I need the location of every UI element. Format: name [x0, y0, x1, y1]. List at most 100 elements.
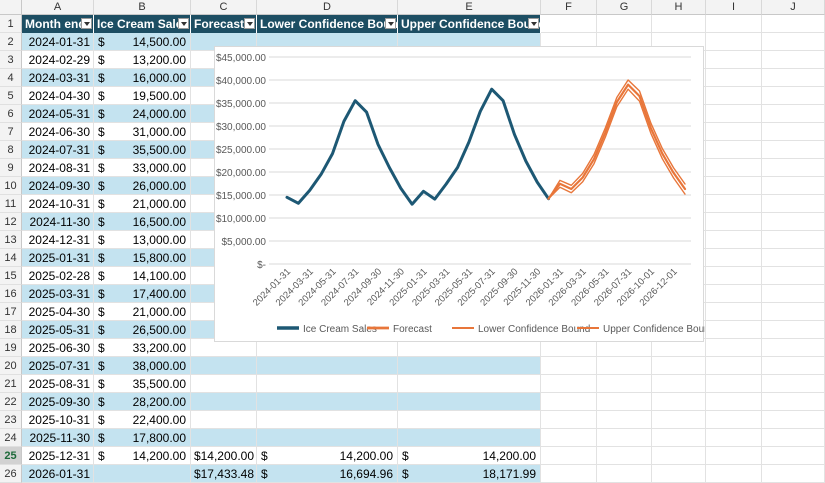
filter-dropdown-button[interactable] [244, 18, 255, 29]
cell-month-end[interactable]: 2025-10-31 [28, 413, 90, 427]
row-header-17[interactable]: 17 [0, 303, 22, 321]
cell-month-end[interactable]: 2024-10-31 [28, 197, 90, 211]
cell-month-end[interactable]: 2025-11-30 [29, 431, 91, 445]
column-header-F[interactable]: F [541, 0, 597, 15]
column-header-H[interactable]: H [652, 0, 706, 15]
cell-month-end[interactable]: 2025-05-31 [28, 323, 90, 337]
cell-month-end[interactable]: 2024-05-31 [28, 107, 90, 121]
cell-ice-cream-sales[interactable]: 26,000.00 [132, 179, 186, 193]
cell-ice-cream-sales[interactable]: 33,000.00 [132, 161, 186, 175]
column-header-B[interactable]: B [94, 0, 191, 15]
cell-month-end[interactable]: 2024-11-30 [29, 215, 91, 229]
cell-month-end[interactable]: 2025-06-30 [28, 341, 90, 355]
filter-dropdown-button[interactable] [528, 18, 539, 29]
row-header-23[interactable]: 23 [0, 411, 22, 429]
cell-upper-bound[interactable]: 14,200.00 [482, 449, 536, 463]
column-header-A[interactable]: A [22, 0, 94, 15]
cell-ice-cream-sales[interactable]: 14,200.00 [132, 449, 186, 463]
filter-dropdown-button[interactable] [81, 18, 92, 29]
row-header-13[interactable]: 13 [0, 231, 22, 249]
row-header-25[interactable]: 25 [0, 447, 22, 465]
cell-forecast[interactable]: $14,200.00 [193, 449, 254, 463]
cell-lower-bound[interactable]: 16,694.96 [339, 467, 393, 481]
header-forecast[interactable]: Forecast [191, 15, 257, 33]
row-header-18[interactable]: 18 [0, 321, 22, 339]
cell-month-end[interactable]: 2025-08-31 [28, 377, 90, 391]
cell-ice-cream-sales[interactable]: 21,000.00 [132, 305, 186, 319]
header-lower-confidence-bound[interactable]: Lower Confidence Bound [257, 15, 398, 33]
cell-ice-cream-sales[interactable]: 22,400.00 [132, 413, 186, 427]
select-all-corner[interactable] [0, 0, 22, 15]
row-header-19[interactable]: 19 [0, 339, 22, 357]
cell-ice-cream-sales[interactable]: 21,000.00 [132, 197, 186, 211]
cell-ice-cream-sales[interactable]: 16,500.00 [132, 215, 186, 229]
column-header-I[interactable]: I [706, 0, 762, 15]
cell-ice-cream-sales[interactable]: 31,000.00 [132, 125, 186, 139]
row-header-14[interactable]: 14 [0, 249, 22, 267]
cell-month-end[interactable]: 2024-06-30 [28, 125, 90, 139]
cell-month-end[interactable]: 2025-12-31 [28, 449, 90, 463]
cell-ice-cream-sales[interactable]: 24,000.00 [132, 107, 186, 121]
row-header-20[interactable]: 20 [0, 357, 22, 375]
cell-month-end[interactable]: 2025-01-31 [28, 251, 90, 265]
header-ice-cream-sales[interactable]: Ice Cream Sales [94, 15, 191, 33]
column-header-E[interactable]: E [398, 0, 541, 15]
filter-dropdown-button[interactable] [178, 18, 189, 29]
row-header-7[interactable]: 7 [0, 123, 22, 141]
cell-month-end[interactable]: 2026-01-31 [28, 467, 90, 481]
row-header-15[interactable]: 15 [0, 267, 22, 285]
cell-month-end[interactable]: 2024-02-29 [28, 53, 90, 67]
row-header-8[interactable]: 8 [0, 141, 22, 159]
cell-ice-cream-sales[interactable]: 17,400.00 [132, 287, 186, 301]
cell-ice-cream-sales[interactable]: 16,000.00 [132, 71, 186, 85]
cell-ice-cream-sales[interactable]: 28,200.00 [132, 395, 186, 409]
cell-ice-cream-sales[interactable]: 26,500.00 [132, 323, 186, 337]
cell-month-end[interactable]: 2025-09-30 [28, 395, 90, 409]
row-header-3[interactable]: 3 [0, 51, 22, 69]
cell-month-end[interactable]: 2025-07-31 [28, 359, 90, 373]
cell-ice-cream-sales[interactable]: 38,000.00 [132, 359, 186, 373]
cell-forecast[interactable]: $17,433.48 [193, 467, 254, 481]
cell-month-end[interactable]: 2024-09-30 [28, 179, 90, 193]
cell-ice-cream-sales[interactable]: 14,100.00 [132, 269, 186, 283]
column-header-J[interactable]: J [762, 0, 825, 15]
cell-month-end[interactable]: 2025-02-28 [28, 269, 90, 283]
cell-ice-cream-sales[interactable]: 35,500.00 [132, 143, 186, 157]
row-header-2[interactable]: 2 [0, 33, 22, 51]
row-header-21[interactable]: 21 [0, 375, 22, 393]
column-header-G[interactable]: G [597, 0, 652, 15]
cell-month-end[interactable]: 2025-04-30 [28, 305, 90, 319]
cell-ice-cream-sales[interactable]: 13,000.00 [132, 233, 186, 247]
row-header-10[interactable]: 10 [0, 177, 22, 195]
cell-upper-bound[interactable]: 18,171.99 [482, 467, 536, 481]
cell-month-end[interactable]: 2024-03-31 [28, 71, 90, 85]
cell-ice-cream-sales[interactable]: 13,200.00 [132, 53, 186, 67]
cell-month-end[interactable]: 2024-01-31 [28, 35, 90, 49]
row-header-16[interactable]: 16 [0, 285, 22, 303]
cell-ice-cream-sales[interactable]: 14,500.00 [132, 35, 186, 49]
header-month-end[interactable]: Month end [22, 15, 94, 33]
column-header-C[interactable]: C [191, 0, 257, 15]
cell-month-end[interactable]: 2024-12-31 [28, 233, 90, 247]
cell-month-end[interactable]: 2025-03-31 [28, 287, 90, 301]
cell-ice-cream-sales[interactable]: 19,500.00 [132, 89, 186, 103]
cell-ice-cream-sales[interactable]: 33,200.00 [132, 341, 186, 355]
cell-month-end[interactable]: 2024-07-31 [28, 143, 90, 157]
cell-ice-cream-sales[interactable]: 15,800.00 [132, 251, 186, 265]
row-header-26[interactable]: 26 [0, 465, 22, 483]
row-header-1[interactable]: 1 [0, 15, 22, 33]
row-header-22[interactable]: 22 [0, 393, 22, 411]
row-header-24[interactable]: 24 [0, 429, 22, 447]
filter-dropdown-button[interactable] [385, 18, 396, 29]
cell-lower-bound[interactable]: 14,200.00 [339, 449, 393, 463]
row-header-12[interactable]: 12 [0, 213, 22, 231]
column-header-D[interactable]: D [257, 0, 398, 15]
cell-ice-cream-sales[interactable]: 35,500.00 [132, 377, 186, 391]
row-header-5[interactable]: 5 [0, 87, 22, 105]
cell-ice-cream-sales[interactable]: 17,800.00 [132, 431, 186, 445]
row-header-9[interactable]: 9 [0, 159, 22, 177]
cell-month-end[interactable]: 2024-08-31 [28, 161, 90, 175]
header-upper-confidence-bound[interactable]: Upper Confidence Bound [398, 15, 541, 33]
row-header-11[interactable]: 11 [0, 195, 22, 213]
cell-month-end[interactable]: 2024-04-30 [28, 89, 90, 103]
